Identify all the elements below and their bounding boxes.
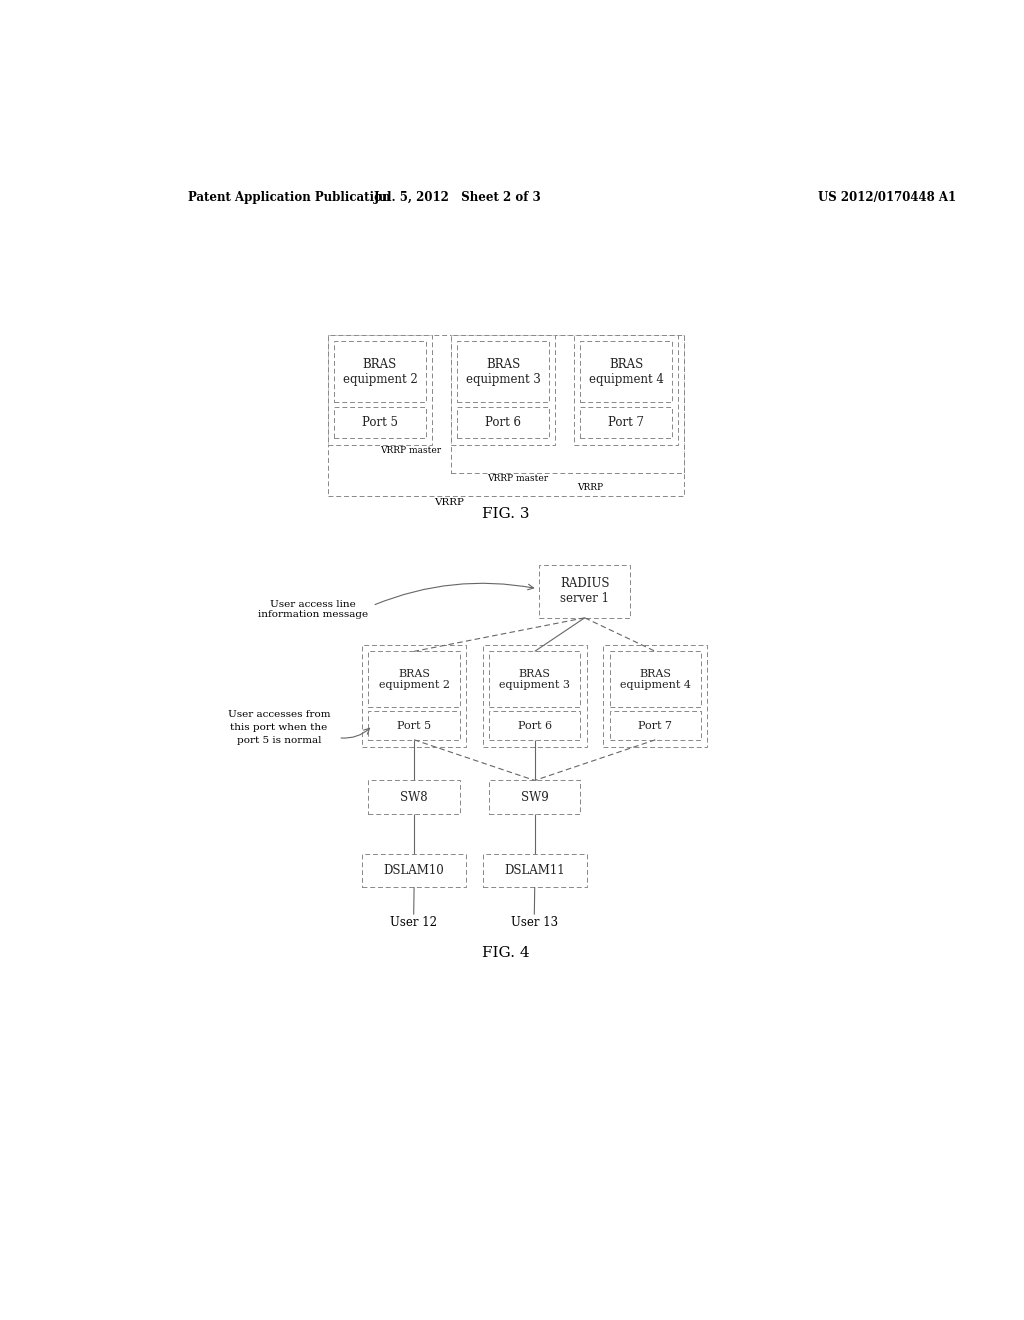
Text: Patent Application Publication: Patent Application Publication (187, 190, 390, 203)
Text: FIG. 4: FIG. 4 (482, 946, 529, 960)
Polygon shape (328, 335, 684, 496)
Text: SW8: SW8 (400, 791, 428, 804)
Polygon shape (334, 408, 426, 438)
Polygon shape (458, 408, 549, 438)
Text: VRRP master: VRRP master (380, 446, 441, 454)
Text: VRRP master: VRRP master (487, 474, 549, 483)
Text: this port when the: this port when the (230, 723, 328, 733)
Text: User access line
information message: User access line information message (258, 601, 368, 619)
Text: BRAS
equipment 4: BRAS equipment 4 (620, 668, 691, 690)
Text: Port 7: Port 7 (608, 416, 644, 429)
Text: Port 6: Port 6 (518, 721, 552, 730)
Polygon shape (489, 711, 581, 739)
Polygon shape (362, 645, 466, 747)
Text: User accesses from: User accesses from (227, 710, 330, 719)
Text: Port 6: Port 6 (485, 416, 521, 429)
Polygon shape (574, 335, 678, 445)
Polygon shape (581, 408, 672, 438)
Polygon shape (609, 711, 701, 739)
Text: User 12: User 12 (390, 916, 437, 929)
Polygon shape (369, 711, 460, 739)
Text: BRAS
equipment 2: BRAS equipment 2 (343, 358, 418, 385)
Polygon shape (609, 651, 701, 708)
Text: User 13: User 13 (511, 916, 558, 929)
Text: DSLAM11: DSLAM11 (505, 863, 565, 876)
Polygon shape (489, 780, 581, 814)
Polygon shape (334, 342, 426, 403)
Text: Jul. 5, 2012   Sheet 2 of 3: Jul. 5, 2012 Sheet 2 of 3 (374, 190, 542, 203)
Polygon shape (489, 651, 581, 708)
Text: BRAS
equipment 2: BRAS equipment 2 (379, 668, 450, 690)
Polygon shape (451, 335, 684, 474)
Polygon shape (451, 335, 555, 445)
Text: US 2012/0170448 A1: US 2012/0170448 A1 (818, 190, 956, 203)
Polygon shape (482, 645, 587, 747)
Text: BRAS
equipment 3: BRAS equipment 3 (500, 668, 570, 690)
Polygon shape (539, 565, 631, 618)
Text: FIG. 3: FIG. 3 (482, 507, 529, 521)
Text: BRAS
equipment 4: BRAS equipment 4 (589, 358, 664, 385)
Text: VRRP: VRRP (577, 483, 603, 492)
Polygon shape (482, 854, 587, 887)
Polygon shape (581, 342, 672, 403)
Polygon shape (369, 780, 460, 814)
Text: BRAS
equipment 3: BRAS equipment 3 (466, 358, 541, 385)
Polygon shape (458, 342, 549, 403)
Text: port 5 is normal: port 5 is normal (237, 737, 322, 746)
Text: Port 7: Port 7 (638, 721, 673, 730)
Polygon shape (328, 335, 432, 445)
Polygon shape (362, 854, 466, 887)
Text: SW9: SW9 (521, 791, 549, 804)
Text: VRRP: VRRP (434, 499, 464, 507)
Text: Port 5: Port 5 (397, 721, 431, 730)
Polygon shape (369, 651, 460, 708)
Text: DSLAM10: DSLAM10 (384, 863, 444, 876)
Polygon shape (603, 645, 708, 747)
Text: Port 5: Port 5 (361, 416, 398, 429)
Text: RADIUS
server 1: RADIUS server 1 (560, 577, 609, 606)
